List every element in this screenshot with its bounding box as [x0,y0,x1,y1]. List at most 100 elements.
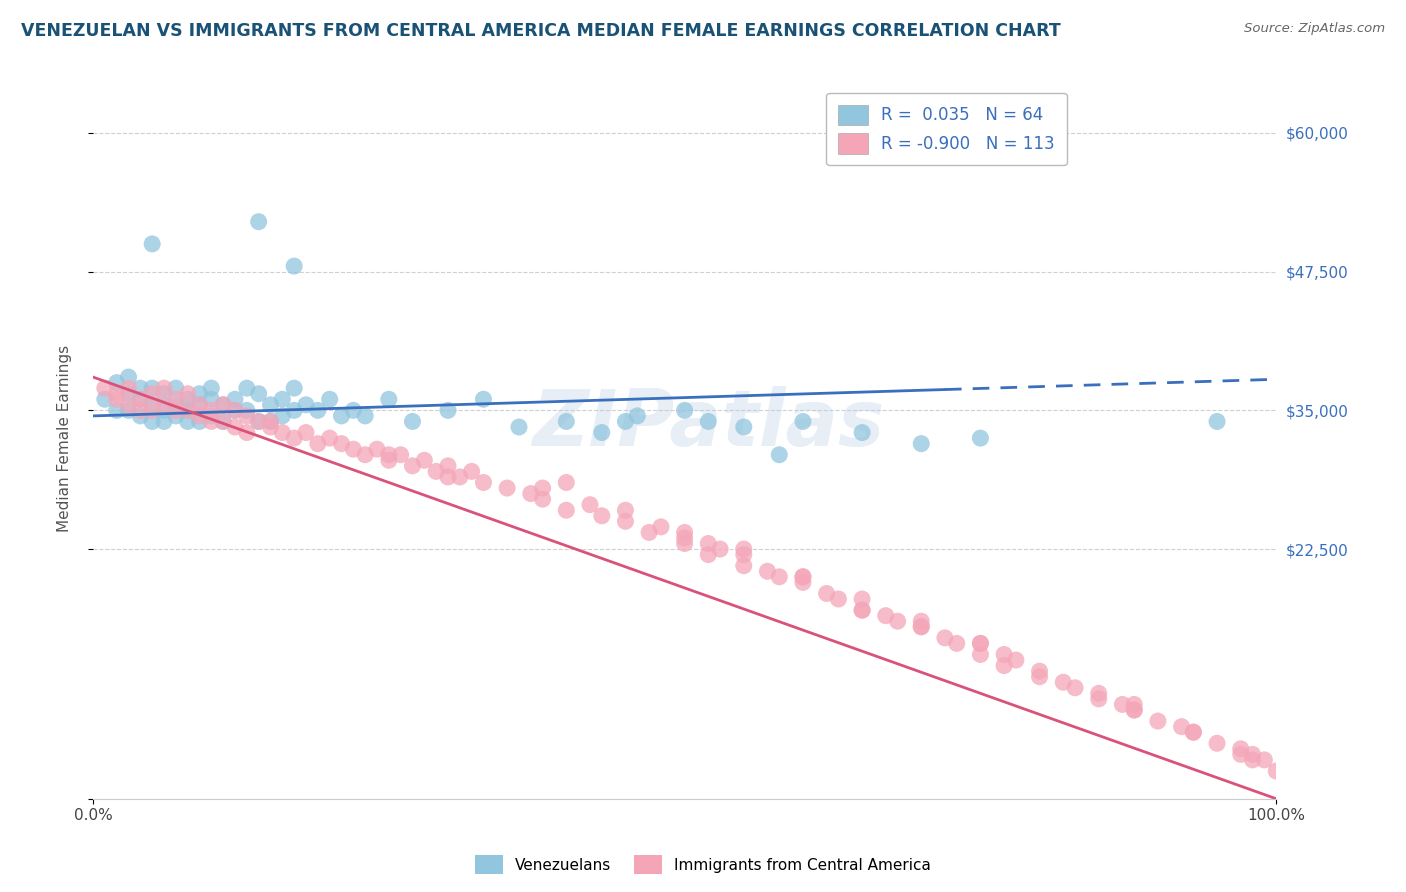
Point [792,570,814,584]
Point [1229,747,1251,762]
Point [224,392,246,407]
Point [472,392,495,407]
Point [993,658,1015,673]
Point [129,392,152,407]
Point [188,409,211,423]
Point [153,386,176,401]
Point [733,420,755,434]
Point [886,614,908,628]
Point [176,386,198,401]
Point [1064,681,1087,695]
Point [1147,714,1170,728]
Point [910,620,932,634]
Point [910,614,932,628]
Point [851,603,873,617]
Point [330,436,353,450]
Point [437,403,460,417]
Point [768,448,790,462]
Point [330,409,353,423]
Point [129,381,152,395]
Point [591,425,613,440]
Point [401,414,423,428]
Point [934,631,956,645]
Point [176,414,198,428]
Point [815,586,838,600]
Point [247,414,270,428]
Point [1265,764,1288,778]
Point [200,381,222,395]
Point [851,603,873,617]
Point [792,414,814,428]
Point [472,475,495,490]
Point [342,403,364,417]
Point [141,403,163,417]
Point [271,409,294,423]
Point [117,403,139,417]
Text: ZIPatlas: ZIPatlas [531,385,884,462]
Point [697,548,720,562]
Point [969,636,991,650]
Point [1123,703,1146,717]
Point [117,398,139,412]
Point [1123,698,1146,712]
Point [792,570,814,584]
Point [117,381,139,395]
Point [105,386,128,401]
Point [271,392,294,407]
Point [851,425,873,440]
Point [1170,720,1192,734]
Point [827,592,849,607]
Point [555,414,578,428]
Point [165,403,187,417]
Point [1241,753,1264,767]
Point [413,453,436,467]
Point [650,520,672,534]
Point [259,398,281,412]
Point [969,636,991,650]
Point [508,420,530,434]
Point [307,436,329,450]
Point [129,409,152,423]
Point [141,386,163,401]
Point [200,414,222,428]
Point [259,420,281,434]
Point [236,409,259,423]
Point [366,442,388,457]
Point [733,548,755,562]
Point [354,448,377,462]
Point [1241,747,1264,762]
Point [378,448,401,462]
Point [449,470,471,484]
Point [200,392,222,407]
Point [496,481,519,495]
Point [295,398,318,412]
Point [141,414,163,428]
Point [1028,664,1050,678]
Point [153,403,176,417]
Point [1253,753,1275,767]
Point [1229,741,1251,756]
Point [354,409,377,423]
Point [697,536,720,550]
Point [176,403,198,417]
Point [224,420,246,434]
Point [200,409,222,423]
Point [259,414,281,428]
Point [247,215,270,229]
Point [224,403,246,417]
Point [614,503,637,517]
Point [236,425,259,440]
Point [673,403,696,417]
Point [188,414,211,428]
Point [1005,653,1028,667]
Text: VENEZUELAN VS IMMIGRANTS FROM CENTRAL AMERICA MEDIAN FEMALE EARNINGS CORRELATION: VENEZUELAN VS IMMIGRANTS FROM CENTRAL AM… [21,22,1062,40]
Legend: Venezuelans, Immigrants from Central America: Venezuelans, Immigrants from Central Ame… [470,849,936,880]
Point [520,486,543,500]
Point [614,414,637,428]
Point [283,259,305,273]
Point [129,392,152,407]
Point [318,431,340,445]
Point [1087,692,1109,706]
Point [969,648,991,662]
Point [212,414,235,428]
